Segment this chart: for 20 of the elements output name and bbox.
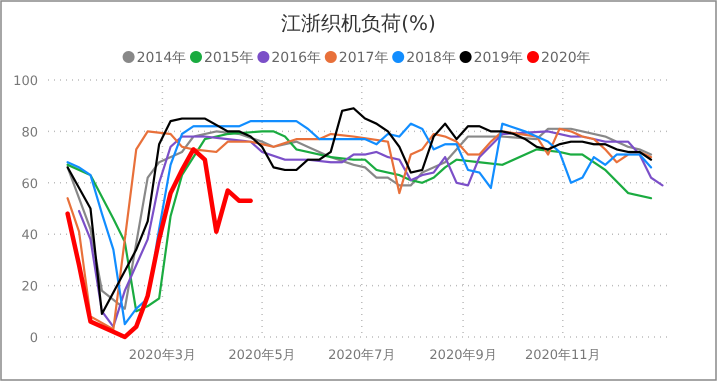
legend-label: 2018年 xyxy=(406,50,456,66)
legend-label: 2014年 xyxy=(136,50,186,66)
x-tick-label: 2020年7月 xyxy=(328,348,396,363)
y-tick-label: 100 xyxy=(13,74,38,89)
y-tick-label: 20 xyxy=(21,280,38,295)
y-tick-label: 0 xyxy=(30,331,38,346)
legend-label: 2020年 xyxy=(541,50,591,66)
legend-label: 2019年 xyxy=(474,50,524,66)
y-tick-label: 40 xyxy=(21,228,38,244)
x-tick-label: 2020年9月 xyxy=(429,348,497,363)
y-tick-label: 80 xyxy=(21,125,38,140)
legend-label: 2015年 xyxy=(204,50,254,66)
x-tick-label: 2020年5月 xyxy=(228,348,296,363)
line-series xyxy=(65,147,253,340)
chart-title: 江浙织机负荷(%) xyxy=(281,11,436,35)
legend-label: 2016年 xyxy=(271,50,322,66)
y-tick-label: 60 xyxy=(21,176,38,192)
x-tick-label: 2020年3月 xyxy=(128,348,196,363)
legend-label: 2017年 xyxy=(338,50,388,66)
x-tick-label: 2020年11月 xyxy=(524,348,601,363)
